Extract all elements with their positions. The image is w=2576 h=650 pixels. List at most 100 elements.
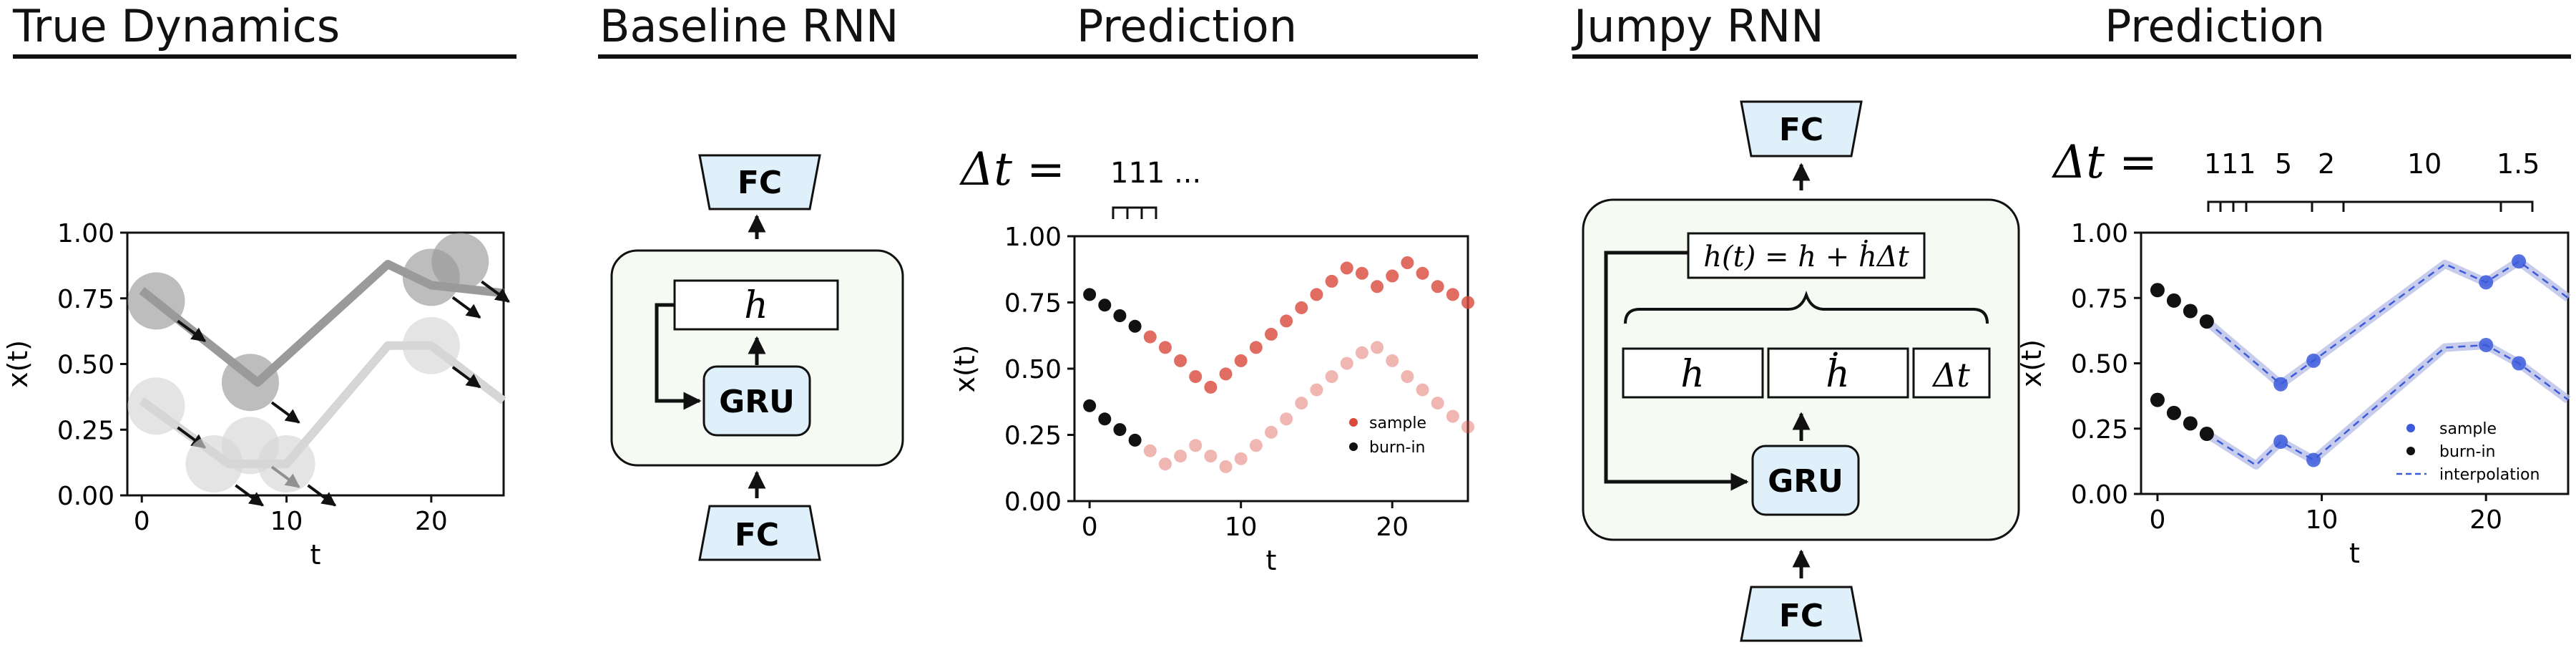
sample-point [1401,256,1414,269]
y-tick-label: 0.75 [1004,289,1062,319]
burn-in-point [1128,433,1142,447]
legend-sample-marker [1349,418,1358,427]
sample-point [1143,330,1157,344]
burn-in-point [2199,314,2214,329]
sample-point [1204,380,1218,394]
sample-point [1401,370,1414,384]
burn-in-point [2166,293,2181,308]
header-baseline-rnn: Baseline RNN [599,0,899,52]
velocity-arrow [177,319,207,343]
header-true-dynamics: True Dynamics [13,0,341,52]
y-tick-label: 0.50 [2071,350,2128,379]
sample-point [1295,301,1308,314]
sample-point [1446,409,1459,423]
sample-point [2273,435,2288,449]
sample-point [1416,266,1429,280]
jumpy-dt-value-3: 2 [2318,148,2335,180]
cell-dt-label: Δt [1931,356,1970,394]
burn-in-point [2150,392,2165,407]
jumpy-rnn-diagram: FC h(t) = h + ḣΔt h ḣ Δt GRU FC Δt = 111… [1582,100,2540,642]
sample-point [1310,288,1323,301]
x-axis-label: t [310,539,321,571]
jumpy-step-brackets [2207,200,2534,212]
y-axis-label: x(t) [2016,339,2047,387]
y-tick-label: 0.75 [2071,284,2128,314]
velocity-arrow [235,484,264,507]
sample-point [1280,314,1293,328]
jumpy-recurrent-loop-arrow [1604,251,1749,491]
sample-point [1431,280,1444,294]
sample-point [1446,288,1459,301]
sample-point [1355,266,1368,280]
observation-circle [402,316,460,374]
burn-in-point [1098,299,1112,312]
sample-point [1431,397,1444,410]
sample-point [1158,457,1172,471]
sample-point [2273,377,2288,392]
velocity-arrow [481,280,510,303]
baseline-delta-t-values: 111 ... [1110,157,1201,190]
sample-point [1340,356,1353,370]
sample-point [1386,354,1399,367]
sample-point [1234,354,1248,367]
sample-point [1143,444,1157,457]
cell-dt-box [1912,347,1991,399]
header-prediction-1: Prediction [1077,0,1298,52]
sample-point [1386,269,1399,283]
fc-top-label: FC [738,165,782,201]
velocity-arrow [451,366,481,389]
recurrent-loop-arrow [655,303,702,410]
x-axis-label: t [1266,545,1277,576]
sample-point [1234,452,1248,465]
y-tick-label: 0.50 [1004,355,1062,384]
jumpy-dt-value-5: 1.5 [2497,148,2540,180]
legend-burnin-label: burn-in [2439,443,2496,461]
header-rule-true-dynamics [13,54,516,59]
baseline-rnn-diagram: FC h GRU FC Δt = 111 ... [610,143,1201,561]
sample-point [1340,261,1353,275]
fc-bottom-block [698,505,821,561]
x-tick-label: 0 [1082,513,1098,542]
sample-point [1355,346,1368,359]
y-tick-label: 0.00 [1004,488,1062,517]
legend-burnin-marker [2406,447,2415,455]
y-tick-label: 0.75 [57,285,114,314]
sample-point [2306,452,2321,467]
sample-point [2479,337,2494,352]
y-axis-label: x(t) [949,344,981,392]
legend-burnin-marker [1349,442,1358,451]
cell-hdot-label: ḣ [1826,352,1850,396]
burn-in-point [1083,288,1097,301]
chart-3: 0.00 0.25 0.50 0.75 1.00 0 10 20 t x(t) sample burn… [2016,219,2571,569]
sample-point [1265,425,1278,439]
legend-sample-marker [2406,424,2415,432]
y-tick-label: 0.25 [57,416,114,445]
y-axis-label: x(t) [2,340,34,388]
y-tick-label: 1.00 [2071,219,2128,248]
burn-in-point [1098,412,1112,426]
cell-h-label: h [1680,353,1705,396]
sample-point [1461,420,1474,434]
y-tick-label: 1.00 [57,219,114,248]
chart-1: 0.00 0.25 0.50 0.75 1.00 0 10 20 t x(t) [2,219,510,571]
jumpy-gru-block [1751,445,1860,516]
plot-frame [1073,235,1469,503]
header-rule-baseline [598,54,1478,59]
burn-in-point [1113,423,1127,437]
burn-in-point [1128,319,1142,333]
jumpy-gru-label: GRU [1768,463,1843,500]
fc-top-block [698,154,821,210]
sample-point [1280,412,1293,426]
legend-sample-label: sample [2439,420,2497,438]
burn-in-point [2199,427,2214,442]
interpolation-line [2206,344,2569,467]
legend-interp-label: interpolation [2439,466,2540,484]
jumpy-dt-value-2: 5 [2275,148,2292,180]
header-jumpy-rnn: Jumpy RNN [1574,0,1824,52]
velocity-arrow [270,401,300,424]
sample-point [1174,450,1187,463]
burn-in-point [2183,416,2198,431]
x-tick-label: 20 [415,507,448,536]
sample-point [1189,439,1203,452]
